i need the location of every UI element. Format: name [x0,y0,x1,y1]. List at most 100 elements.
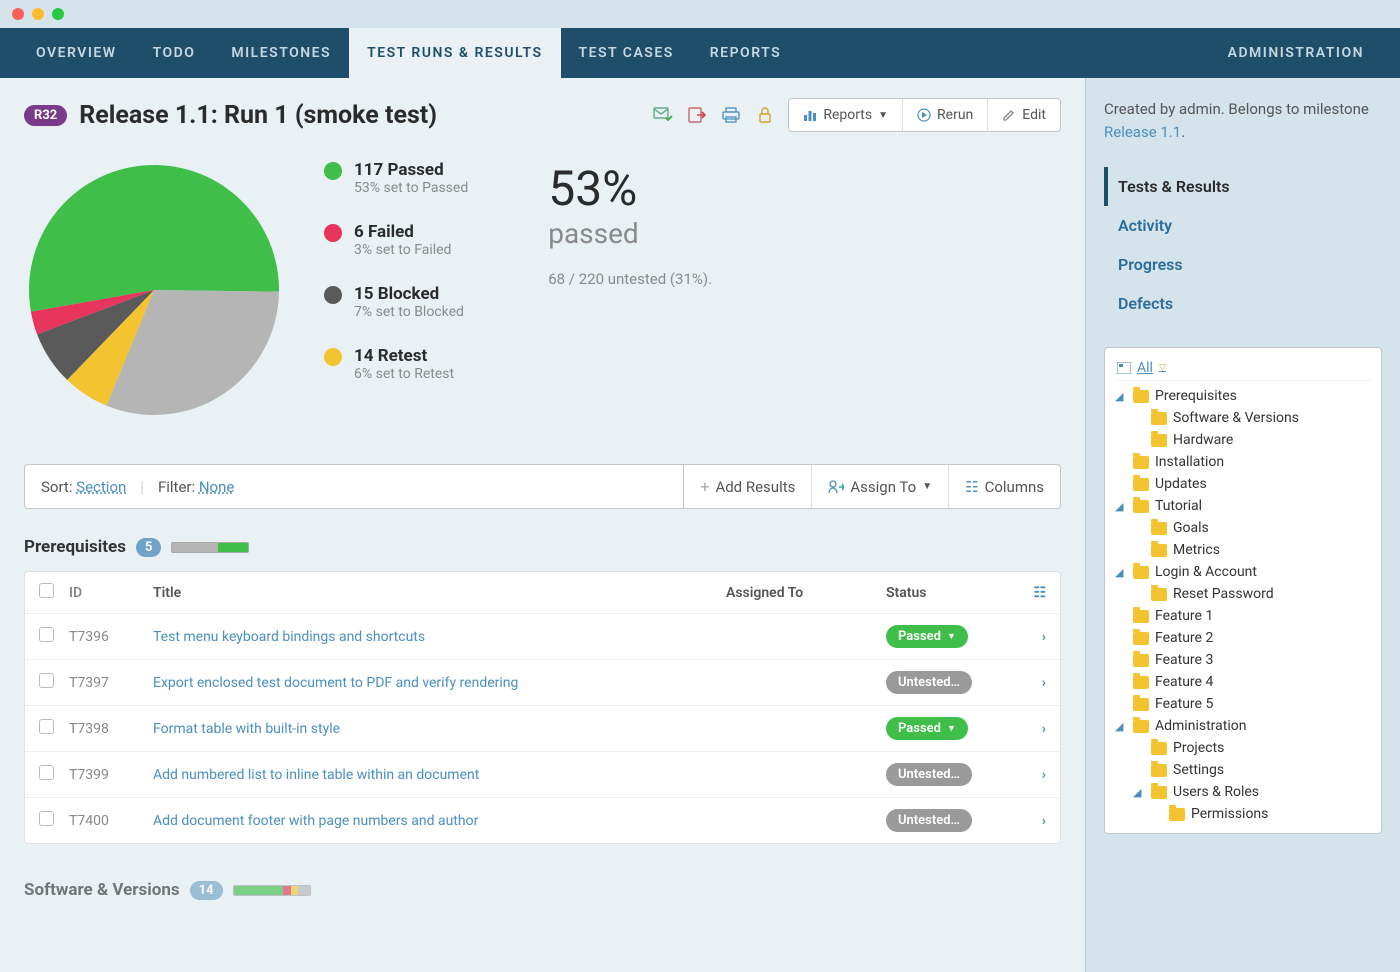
row-checkbox[interactable] [39,673,54,688]
tree-item[interactable]: Feature 3 [1115,649,1371,671]
filter-link[interactable]: None [199,478,235,496]
folder-icon [1133,500,1149,513]
folder-icon [1133,390,1149,403]
status-pill[interactable]: Untested… [886,763,972,786]
section-header-software: Software & Versions 14 [24,880,1061,900]
close-dot[interactable] [12,8,24,20]
tree-item[interactable]: Permissions [1115,803,1371,825]
created-by-text: Created by admin. Belongs to milestone R… [1104,98,1382,143]
row-checkbox[interactable] [39,811,54,826]
tree-item[interactable]: Reset Password [1115,583,1371,605]
export-icon[interactable] [686,104,708,126]
folder-icon [1133,698,1149,711]
nav-test-cases[interactable]: TEST CASES [561,28,692,78]
tree-item[interactable]: Updates [1115,473,1371,495]
side-nav-tests-results[interactable]: Tests & Results [1104,167,1382,206]
columns-button[interactable]: ☷ Columns [949,465,1060,508]
reports-button[interactable]: Reports ▼ [789,99,903,131]
test-id: T7399 [69,767,153,783]
tree-item[interactable]: Software & Versions [1115,407,1371,429]
section-tree: All ▽ ◢PrerequisitesSoftware & VersionsH… [1104,347,1382,834]
nav-reports[interactable]: REPORTS [692,28,799,78]
tree-item[interactable]: Hardware [1115,429,1371,451]
rerun-button[interactable]: Rerun [903,99,988,131]
test-title-link[interactable]: Add document footer with page numbers an… [153,813,726,829]
table-row[interactable]: T7399 Add numbered list to inline table … [25,752,1060,798]
side-nav: Tests & ResultsActivityProgressDefects [1104,167,1382,323]
status-pill[interactable]: Passed ▼ [886,625,968,648]
mail-check-icon[interactable] [652,104,674,126]
sort-filter: Sort: Section | Filter: None [25,465,684,508]
test-title-link[interactable]: Format table with built-in style [153,721,726,737]
folder-icon [1133,566,1149,579]
sort-link[interactable]: Section [76,478,126,496]
side-panel: Created by admin. Belongs to milestone R… [1085,78,1400,972]
table-row[interactable]: T7400 Add document footer with page numb… [25,798,1060,843]
nav-overview[interactable]: OVERVIEW [18,28,135,78]
maximize-dot[interactable] [52,8,64,20]
edit-button[interactable]: Edit [988,99,1060,131]
folder-icon [1151,412,1167,425]
run-badge: R32 [24,105,67,126]
status-pill[interactable]: Passed ▼ [886,717,968,740]
row-expand-icon[interactable]: › [1016,813,1046,829]
side-nav-activity[interactable]: Activity [1104,206,1382,245]
tree-item[interactable]: ◢Tutorial [1115,495,1371,517]
row-checkbox[interactable] [39,765,54,780]
test-id: T7398 [69,721,153,737]
section-count: 14 [190,881,223,900]
side-nav-defects[interactable]: Defects [1104,284,1382,323]
top-nav: OVERVIEWTODOMILESTONESTEST RUNS & RESULT… [0,28,1400,78]
row-checkbox[interactable] [39,719,54,734]
status-pill[interactable]: Untested… [886,809,972,832]
test-title-link[interactable]: Add numbered list to inline table within… [153,767,726,783]
tree-all-link[interactable]: All ▽ [1115,356,1371,381]
test-title-link[interactable]: Export enclosed test document to PDF and… [153,675,726,691]
select-all-checkbox[interactable] [39,583,54,598]
tree-item[interactable]: Feature 2 [1115,627,1371,649]
test-id: T7397 [69,675,153,691]
test-title-link[interactable]: Test menu keyboard bindings and shortcut… [153,629,726,645]
folder-icon [1133,478,1149,491]
nav-milestones[interactable]: MILESTONES [213,28,349,78]
row-expand-icon[interactable]: › [1016,675,1046,691]
tree-item[interactable]: Feature 5 [1115,693,1371,715]
table-row[interactable]: T7396 Test menu keyboard bindings and sh… [25,614,1060,660]
chart-legend: 117 Passed53% set to Passed6 Failed3% se… [324,160,468,382]
status-pill[interactable]: Untested… [886,671,972,694]
folder-icon [1151,522,1167,535]
side-nav-progress[interactable]: Progress [1104,245,1382,284]
tree-item[interactable]: ◢Users & Roles [1115,781,1371,803]
columns-config-icon[interactable]: ☷ [1016,585,1046,601]
tree-item[interactable]: ◢Prerequisites [1115,385,1371,407]
add-results-button[interactable]: + Add Results [684,465,812,508]
tree-item[interactable]: Installation [1115,451,1371,473]
tree-item[interactable]: Goals [1115,517,1371,539]
section-progress-bar [171,542,249,553]
minimize-dot[interactable] [32,8,44,20]
tree-item[interactable]: ◢Administration [1115,715,1371,737]
action-buttons: Reports ▼ Rerun Edit [788,98,1061,132]
tree-item[interactable]: Settings [1115,759,1371,781]
main-panel: R32 Release 1.1: Run 1 (smoke test) Repo… [0,78,1085,972]
row-checkbox[interactable] [39,627,54,642]
pass-summary: 53% passed 68 / 220 untested (31%). [548,160,712,291]
table-row[interactable]: T7397 Export enclosed test document to P… [25,660,1060,706]
nav-test-runs-results[interactable]: TEST RUNS & RESULTS [349,28,560,78]
milestone-link[interactable]: Release 1.1 [1104,123,1181,141]
tree-item[interactable]: ◢Login & Account [1115,561,1371,583]
row-expand-icon[interactable]: › [1016,721,1046,737]
section-title: Prerequisites [24,537,126,557]
assign-to-button[interactable]: Assign To ▼ [812,465,949,508]
table-row[interactable]: T7398 Format table with built-in style P… [25,706,1060,752]
nav-administration[interactable]: ADMINISTRATION [1210,28,1382,78]
tree-item[interactable]: Projects [1115,737,1371,759]
tree-item[interactable]: Feature 1 [1115,605,1371,627]
row-expand-icon[interactable]: › [1016,629,1046,645]
row-expand-icon[interactable]: › [1016,767,1046,783]
print-icon[interactable] [720,104,742,126]
lock-icon[interactable] [754,104,776,126]
nav-todo[interactable]: TODO [135,28,214,78]
tree-item[interactable]: Feature 4 [1115,671,1371,693]
tree-item[interactable]: Metrics [1115,539,1371,561]
